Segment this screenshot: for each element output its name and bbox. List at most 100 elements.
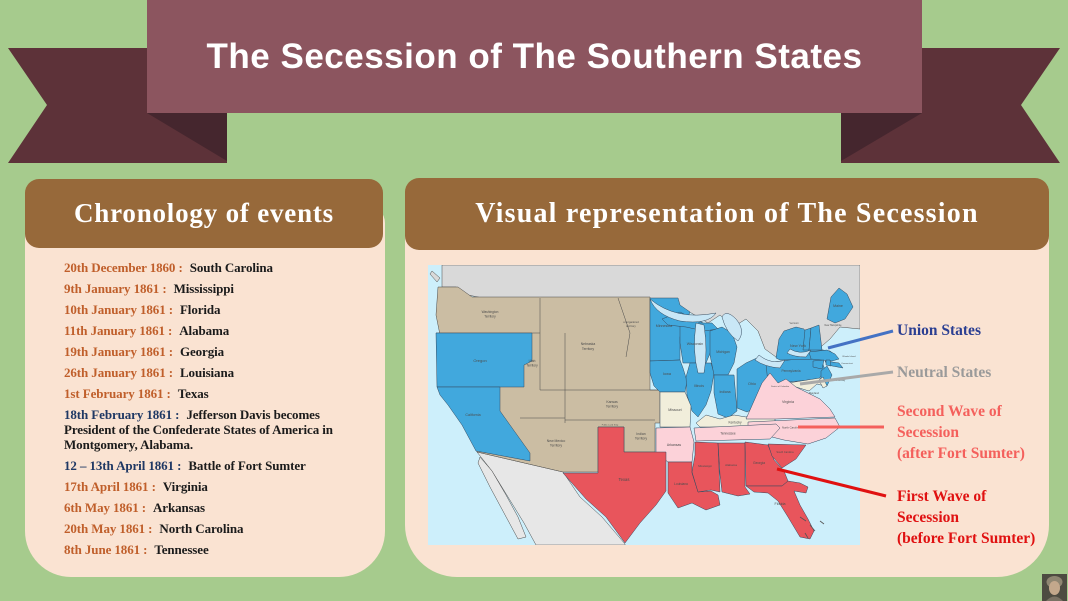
state-maine (826, 287, 854, 324)
map-label: Territory (484, 315, 496, 319)
chronology-item: 11th January 1861 : Alabama (64, 323, 364, 338)
chronology-item: 17th April 1861 : Virginia (64, 479, 364, 494)
event-date: 6th May 1861 : (64, 500, 147, 515)
event-date: 12 – 13th April 1861 : (64, 458, 182, 473)
chronology-item: 18th February 1861 : Jefferson Davis beco… (64, 407, 364, 452)
map-label: Territory (550, 444, 563, 448)
map-label: New Mexico (547, 439, 566, 443)
ribbon-band (147, 0, 922, 113)
map-label: Utah (529, 359, 536, 363)
event-date: 18th February 1861 : (64, 407, 180, 422)
map-label: Connecticut (841, 362, 853, 365)
first-wave-states (562, 426, 815, 544)
map-label: Tennessee (720, 432, 736, 436)
state-new-hampshire (808, 324, 823, 351)
map-label: Pennsylvania (782, 369, 801, 373)
chronology-list: 20th December 1860 : South Carolina 9th Ja… (64, 260, 364, 563)
chronology-item: 19th January 1861 : Georgia (64, 344, 364, 359)
map-label: Indiana (719, 390, 730, 394)
author-avatar (1042, 574, 1067, 601)
map-label: District of Columbia (771, 385, 790, 388)
event-label: South Carolina (189, 260, 273, 275)
event-label: Mississippi (173, 281, 234, 296)
event-label: Arkansas (153, 500, 205, 515)
state-missouri (659, 391, 692, 428)
map-label: Arkansas (667, 443, 681, 447)
event-date: 20th May 1861 : (64, 521, 153, 536)
map-label: Nebraska (581, 342, 596, 346)
map-label: Territory (606, 405, 619, 409)
event-label: Texas (177, 386, 209, 401)
map-panel-header: Visual representation of The Secession (405, 178, 1049, 250)
map-label: Territory (526, 364, 538, 368)
map-label: California (465, 413, 480, 417)
map-label: Rhode Island (843, 356, 857, 358)
map-label: Washington (482, 310, 499, 314)
event-label: Alabama (179, 323, 230, 338)
vancouver-island (429, 270, 441, 283)
chronology-item: 6th May 1861 : Arkansas (64, 500, 364, 515)
event-label: Jefferson Davis becomes President of the… (64, 407, 333, 452)
state-virginia (745, 372, 836, 420)
map-label: Vermont (790, 322, 799, 325)
title-ribbon (8, 0, 1060, 163)
map-label: North Carolina (782, 426, 800, 430)
event-date: 19th January 1861 : (64, 344, 173, 359)
legend-union-states: Union States (897, 322, 981, 339)
map-label: Georgia (753, 461, 765, 465)
ribbon-left-fold (147, 113, 227, 161)
map-label: Territory (582, 347, 595, 351)
region-baja (477, 456, 527, 540)
page-title: The Secession of The Southern States (206, 36, 863, 76)
legend-second-wave: Second Wave of Secession (after Fort Sum… (897, 403, 1025, 462)
chronology-item: 8th June 1861 : Tennessee (64, 542, 364, 557)
map-label: Ohio (748, 382, 756, 386)
event-label: Tennessee (154, 542, 209, 557)
secession-map: Washington Territory Oregon California Utah T… (428, 264, 861, 546)
state-michigan (709, 326, 738, 376)
map-label: Missouri (668, 408, 682, 412)
chronology-header-label: Chronology of events (73, 198, 334, 228)
event-label: Georgia (179, 344, 225, 359)
map-label: Territory (635, 437, 648, 441)
map-label: New York (790, 344, 806, 348)
state-connecticut (812, 359, 825, 370)
event-label: Florida (179, 302, 221, 317)
state-california (436, 386, 531, 462)
map-label: Minnesota (656, 324, 673, 328)
event-label: Louisiana (179, 365, 234, 380)
chronology-item: 9th January 1861 : Mississippi (64, 281, 364, 296)
lake-erie (754, 354, 786, 369)
map-label: New Jersey (833, 379, 846, 382)
state-indiana (713, 374, 738, 419)
map-label: Illinois (694, 384, 704, 388)
event-date: 26th January 1861 : (64, 365, 173, 380)
map-label: Maine (833, 304, 843, 308)
map-label: Maryland (809, 392, 820, 395)
chronology-item: 20th December 1860 : South Carolina (64, 260, 364, 275)
lake-huron (721, 313, 742, 342)
map-label: Michigan (716, 350, 730, 354)
map-label: Iowa (663, 372, 672, 376)
state-texas (562, 426, 667, 544)
map-label: Public Land Strip (602, 424, 619, 427)
map-label: Alabama (725, 463, 737, 467)
state-south-carolina (767, 443, 807, 469)
second-wave-states (655, 372, 841, 463)
map-label: Florida (775, 502, 786, 506)
map-panel-header-label: Visual representation of The Secession (475, 198, 979, 229)
chronology-header: Chronology of events (25, 179, 383, 248)
map-label: New Hampshire (824, 324, 842, 327)
bahamas-islands (799, 516, 825, 539)
event-date: 20th December 1860 : (64, 260, 183, 275)
lake-superior (649, 298, 717, 323)
map-label: Virginia (782, 400, 794, 404)
state-rhode-island (825, 359, 832, 367)
map-label: Kentucky (728, 421, 742, 425)
event-label: Virginia (162, 479, 208, 494)
legend-neutral-states: Neutral States (897, 364, 992, 381)
legend-first-wave: First Wave of Secession (before Fort Sum… (897, 488, 1036, 547)
map-label: Louisiana (674, 482, 688, 486)
chronology-item: 10th January 1861 : Florida (64, 302, 364, 317)
